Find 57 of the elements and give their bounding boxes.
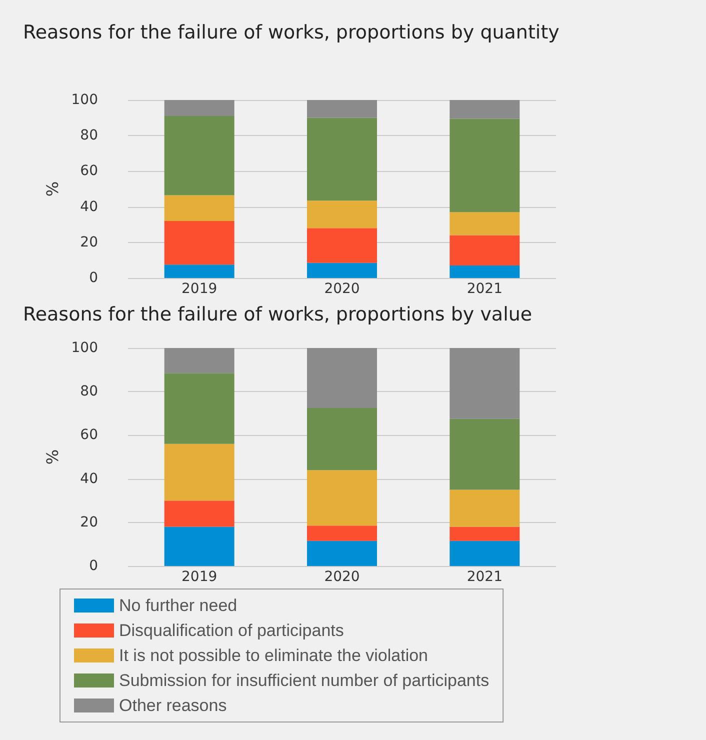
x-tick-label: 2020 <box>324 569 360 585</box>
x-tick-label: 2020 <box>324 281 360 297</box>
y-tick-label: 80 <box>80 384 98 400</box>
y-tick-label: 0 <box>89 558 98 574</box>
bar <box>307 100 377 118</box>
bar <box>450 266 520 278</box>
legend-label: It is not possible to eliminate the violation <box>119 646 428 665</box>
bar <box>307 348 377 408</box>
y-tick-label: 100 <box>71 340 98 356</box>
bar <box>164 373 234 444</box>
bar <box>164 444 234 501</box>
y-tick-label: 40 <box>80 198 98 215</box>
bar <box>307 118 377 201</box>
bar <box>164 500 234 527</box>
bar <box>164 221 234 265</box>
bar <box>164 264 234 278</box>
bar <box>164 526 234 566</box>
bar <box>307 408 377 470</box>
chart-title: Reasons for the failure of works, proportions by value <box>23 304 532 326</box>
bar <box>307 262 377 278</box>
y-tick-label: 100 <box>71 92 98 108</box>
y-tick-label: 60 <box>80 427 98 444</box>
x-tick-label: 2021 <box>466 569 502 585</box>
bar <box>450 235 520 266</box>
bar <box>307 228 377 263</box>
bar <box>450 348 520 419</box>
bar <box>307 540 377 566</box>
chart-title: Reasons for the failure of works, proportions by quantity <box>23 22 560 44</box>
x-tick-label: 2019 <box>182 569 218 585</box>
legend-label: Submission for insufficient number of participants <box>119 671 490 690</box>
bar <box>450 118 520 212</box>
bar <box>164 116 234 196</box>
legend-label: Other reasons <box>119 696 227 715</box>
bar <box>164 195 234 222</box>
y-tick-label: 80 <box>80 128 98 144</box>
y-tick-label: 40 <box>80 470 98 487</box>
bar <box>450 418 520 490</box>
bar <box>307 470 377 526</box>
x-tick-label: 2021 <box>466 281 502 297</box>
y-tick-label: 20 <box>80 514 98 530</box>
legend-label: No further need <box>119 596 238 615</box>
bar <box>450 212 520 236</box>
bar <box>450 526 520 541</box>
y-tick-label: 60 <box>80 163 98 180</box>
y-axis-title: % <box>42 181 62 197</box>
legend-label: Disqualification of participants <box>119 621 344 640</box>
y-tick-label: 0 <box>89 270 98 286</box>
y-tick-label: 20 <box>80 234 98 250</box>
bar <box>450 540 520 566</box>
bar <box>450 100 520 119</box>
bar <box>164 348 234 374</box>
y-axis-title: % <box>42 449 62 465</box>
bar <box>164 100 234 116</box>
x-tick-label: 2019 <box>182 281 218 297</box>
bar <box>307 200 377 228</box>
bar <box>307 526 377 541</box>
bar <box>450 490 520 527</box>
